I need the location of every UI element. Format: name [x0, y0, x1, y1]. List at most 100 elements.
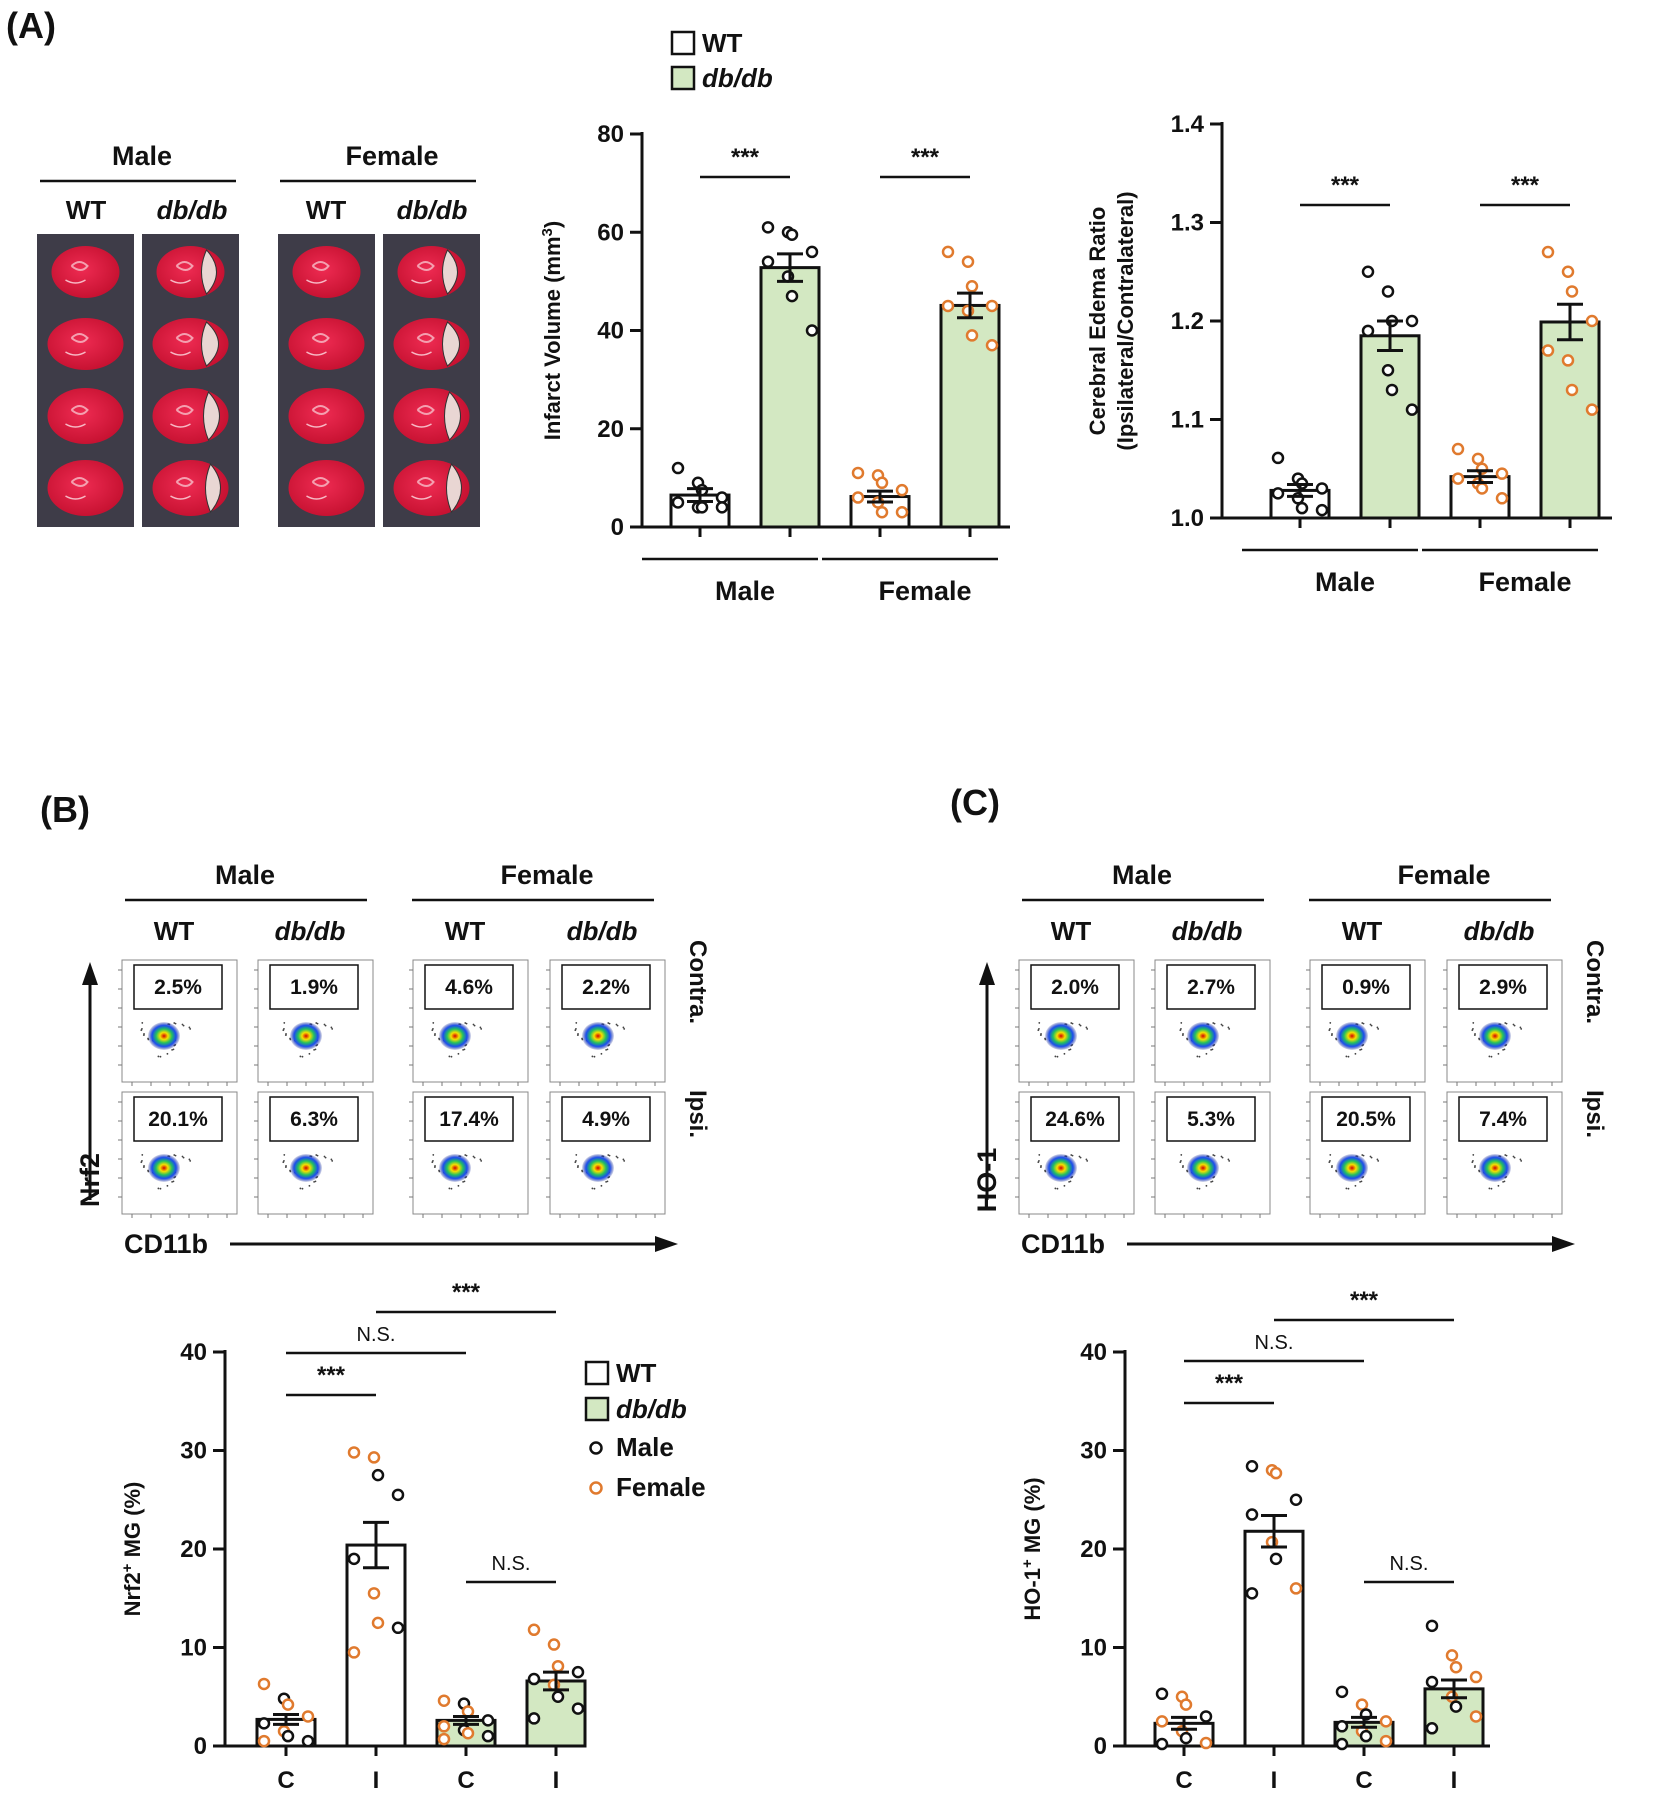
gate-percentage: 5.3% [1187, 1108, 1235, 1131]
x-category-label: I [1451, 1767, 1458, 1794]
flow-event-dot [433, 1166, 436, 1168]
x-category-label: C [1355, 1767, 1372, 1794]
flow-event-dot [313, 1048, 316, 1051]
flow-event-dot [1210, 1048, 1213, 1051]
edema-ratio-chart: 1.0 1.1 1.2 1.3 1.4 Cerebral Edema Ratio (Ipsi… [1085, 111, 1612, 597]
brain-ventricle [411, 495, 432, 500]
data-point [257, 1717, 271, 1730]
sex-label-male: Male [1112, 860, 1172, 890]
y-tick-label: 1.0 [1171, 505, 1204, 532]
data-point [1561, 354, 1575, 367]
flow-event-dot [172, 1180, 175, 1183]
y-axis-title-line2: (Ipsilateral/Contralateral) [1113, 191, 1138, 450]
brain-ventricle [175, 333, 194, 343]
data-point [761, 255, 775, 268]
ho1-mg-chart: 0 10 20 30 40 HO-1+ MG (%) C I C I *** N.S. *** N.S. [1019, 1287, 1490, 1794]
flow-event-dot [480, 1028, 483, 1030]
flow-event-dot [181, 1155, 184, 1158]
flow-event-dot [181, 1023, 184, 1026]
flow-event-dot [323, 1155, 326, 1158]
flow-density-cloud [1479, 1154, 1511, 1182]
data-point [1245, 1460, 1259, 1473]
flow-event-dot [189, 1028, 192, 1030]
flow-event-dot [1227, 1026, 1230, 1029]
y-tick-label: 20 [1080, 1536, 1107, 1563]
legend-male-marker [589, 1441, 603, 1455]
infarct-region [201, 321, 219, 367]
flow-event-dot [1376, 1026, 1379, 1029]
data-point [1271, 487, 1285, 500]
flow-event-dot [1328, 1029, 1331, 1032]
data-point [761, 221, 775, 234]
flow-event-dot [1079, 1024, 1082, 1027]
flow-event-dot [172, 1048, 175, 1051]
legend-wt-swatch [670, 30, 696, 56]
flow-event-dot [284, 1034, 287, 1036]
data-point [1565, 383, 1579, 397]
legend-dbdb-swatch [584, 1396, 610, 1422]
flow-y-label: HO-1 [972, 1148, 1002, 1213]
flow-event-dot [464, 1154, 467, 1156]
flow-event-dot [1220, 1155, 1223, 1158]
data-point [1315, 482, 1329, 495]
flow-event-dot [1520, 1160, 1523, 1162]
flow-event-dot [1519, 1026, 1522, 1029]
data-point [367, 1587, 381, 1600]
gate-box [133, 1096, 223, 1142]
gate-percentage: 2.7% [1187, 976, 1235, 999]
bar [1243, 1529, 1305, 1748]
flow-event-dot [1347, 1187, 1350, 1190]
flow-event-dot [1056, 1187, 1059, 1190]
y-tick-label: 1.3 [1171, 210, 1204, 237]
data-point [1379, 1734, 1393, 1748]
brain-ventricle [411, 423, 432, 428]
gate-percentage: 6.3% [290, 1108, 338, 1131]
flow-event-dot [1180, 1022, 1183, 1024]
flow-event-dot [1359, 1180, 1362, 1183]
flow-event-dot [1205, 1052, 1208, 1055]
flow-event-dot [1490, 1055, 1493, 1058]
data-point [347, 1646, 361, 1659]
gate-percentage: 20.5% [1336, 1108, 1396, 1131]
data-point [1289, 1493, 1303, 1506]
data-point [461, 1726, 475, 1740]
flow-event-dot [473, 1156, 476, 1159]
flow-density-cloud [582, 1154, 614, 1182]
data-point [1449, 1660, 1463, 1674]
flow-event-dot [576, 1166, 579, 1168]
flow-event-dot [1497, 1184, 1500, 1187]
flow-event-dot [1512, 1155, 1515, 1158]
flow-event-dot [1086, 1028, 1089, 1030]
data-point [1475, 482, 1489, 495]
gate-percentage: 4.9% [582, 1108, 630, 1131]
brain-slices-header: Male Female WT db/db WT db/db [40, 141, 476, 225]
flow-event-dot [282, 1161, 285, 1164]
flow-event-dot [1086, 1160, 1089, 1162]
flow-event-dot [171, 1180, 174, 1183]
brain-ventricle [70, 333, 89, 343]
data-point [1179, 1698, 1193, 1711]
flow-event-dot [575, 1154, 578, 1156]
legend-dbdb-label: db/db [702, 63, 773, 93]
panel-label-a: (A) [6, 5, 56, 46]
gate-percentage: 2.0% [1051, 976, 1099, 999]
flow-event-dot [1179, 1029, 1182, 1032]
y-tick-label: 10 [180, 1635, 207, 1662]
bar [1359, 334, 1421, 520]
genotype-label: db/db [397, 195, 468, 225]
x-category-label: C [1175, 1767, 1192, 1794]
data-point [391, 1621, 405, 1635]
flow-event-dot [472, 1023, 475, 1026]
flow-cytometry-ho1: Male Female WT db/db WT db/db Contra. Ipsi. HO-1… [972, 860, 1608, 1259]
flow-event-dot [1490, 1187, 1493, 1190]
significance-label: *** [911, 144, 940, 171]
flow-event-dot [141, 1022, 144, 1024]
y-tick-label: 30 [1080, 1438, 1107, 1465]
flow-event-dot [182, 1024, 185, 1027]
flow-event-dot [1503, 1180, 1506, 1183]
brain-slice [288, 388, 365, 444]
infarct-region [442, 321, 460, 367]
genotype-label: WT [66, 195, 107, 225]
flow-event-dot [1181, 1166, 1184, 1168]
data-point [1495, 492, 1509, 505]
